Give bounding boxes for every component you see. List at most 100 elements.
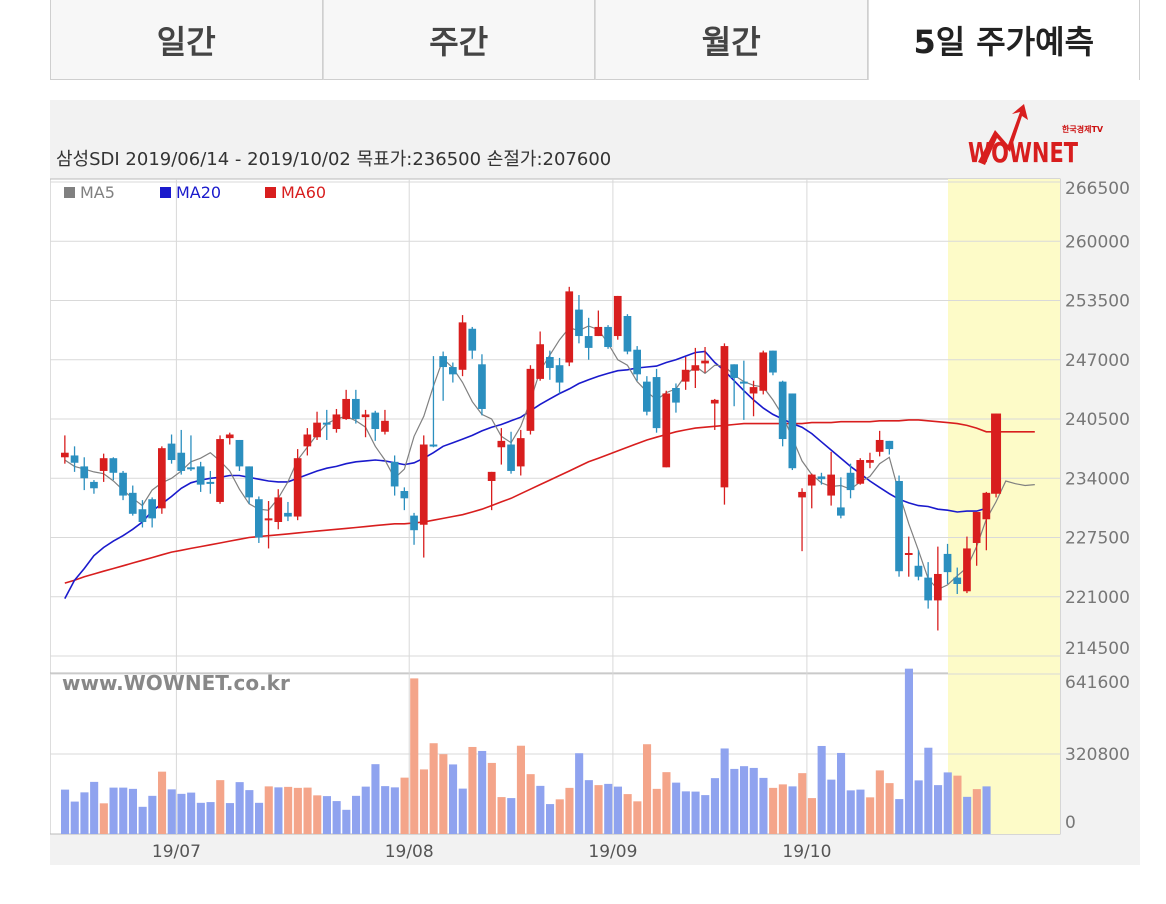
candle-body bbox=[458, 322, 467, 370]
volume-bar bbox=[604, 783, 613, 834]
candle-body bbox=[187, 467, 195, 470]
candle-body bbox=[565, 291, 574, 363]
candle-body bbox=[856, 460, 865, 484]
candle-body bbox=[740, 381, 748, 384]
candle-body bbox=[264, 518, 273, 521]
volume-bar bbox=[846, 790, 855, 834]
candle-body bbox=[710, 399, 719, 404]
volume-bar bbox=[681, 791, 690, 834]
volume-bar bbox=[90, 781, 99, 834]
candle-body bbox=[934, 573, 942, 601]
candle-body bbox=[991, 413, 1002, 494]
candle-body bbox=[769, 350, 777, 373]
candle-body bbox=[866, 460, 874, 463]
volume-bar bbox=[497, 797, 506, 834]
volume-bar bbox=[293, 787, 302, 834]
volume-bar bbox=[788, 786, 797, 834]
volume-bar bbox=[827, 779, 836, 834]
tab-monthly[interactable]: 월간 bbox=[595, 0, 868, 80]
candle-body bbox=[400, 491, 409, 499]
volume-bar bbox=[555, 799, 564, 834]
candle-body bbox=[90, 481, 98, 489]
candle-body bbox=[128, 492, 137, 514]
volume-bar bbox=[565, 787, 574, 834]
volume-bar bbox=[187, 792, 196, 834]
volume-bar bbox=[643, 744, 652, 834]
candle-body bbox=[284, 512, 292, 517]
candle-body bbox=[749, 387, 758, 394]
tab-daily[interactable]: 일간 bbox=[50, 0, 323, 80]
volume-bar bbox=[720, 748, 729, 834]
volume-bar bbox=[225, 803, 234, 834]
volume-bar bbox=[206, 802, 215, 834]
volume-bar bbox=[478, 750, 487, 834]
candle-body bbox=[80, 466, 89, 479]
volume-bar bbox=[740, 766, 749, 834]
volume-bar bbox=[769, 787, 778, 834]
x-tick-label: 19/08 bbox=[385, 842, 434, 862]
candle-body bbox=[342, 398, 350, 419]
volume-bar bbox=[778, 784, 787, 834]
candle-body bbox=[584, 336, 593, 348]
candle-body bbox=[701, 360, 709, 364]
candle-body bbox=[604, 326, 612, 347]
tab-5day-forecast[interactable]: 5일 주가예측 bbox=[867, 0, 1140, 80]
candle-body bbox=[875, 439, 884, 452]
candle-body bbox=[419, 444, 428, 525]
volume-bar bbox=[972, 789, 981, 834]
legend-ma5: MA5 bbox=[80, 183, 115, 202]
volume-bar bbox=[943, 772, 952, 834]
candle-body bbox=[633, 349, 641, 375]
volume-bar bbox=[381, 786, 390, 834]
stock-chart: 266500 260000 253500 247000 240500 234000 2275… bbox=[49, 100, 1140, 865]
candle-body bbox=[885, 440, 894, 450]
candle-body bbox=[274, 497, 283, 523]
volume-bar bbox=[264, 786, 273, 834]
candle-body bbox=[536, 344, 544, 379]
candle-body bbox=[963, 548, 971, 592]
volume-bar bbox=[342, 809, 351, 834]
volume-bar bbox=[332, 801, 341, 834]
candle-body bbox=[371, 412, 380, 430]
logo-arrow-icon bbox=[978, 104, 1028, 165]
volume-bar bbox=[303, 787, 312, 834]
forecast-ma-line bbox=[985, 480, 1035, 520]
candle-body bbox=[468, 328, 477, 351]
volume-bar bbox=[177, 793, 186, 834]
legend-ma20: MA20 bbox=[176, 183, 221, 202]
volume-bar bbox=[817, 745, 826, 834]
logo-text: WOWNET bbox=[968, 136, 1078, 169]
volume-bar bbox=[449, 764, 458, 834]
candle-body bbox=[255, 499, 263, 538]
volume-bar bbox=[672, 782, 681, 834]
candle-body bbox=[449, 367, 457, 375]
candle-body bbox=[206, 481, 215, 484]
volume-bar bbox=[99, 803, 108, 834]
candle-body bbox=[788, 393, 797, 469]
candle-body bbox=[332, 414, 341, 430]
candle-body bbox=[672, 388, 680, 403]
volume-bar bbox=[904, 668, 913, 834]
volume-bar bbox=[536, 785, 545, 834]
chart-legend: MA5 MA20 MA60 bbox=[64, 183, 326, 202]
candle-body bbox=[167, 443, 176, 461]
volume-bar bbox=[352, 795, 361, 834]
volume-bar bbox=[633, 801, 642, 834]
volume-bar bbox=[594, 785, 603, 834]
candle-body bbox=[478, 364, 486, 409]
volume-bar bbox=[914, 780, 923, 834]
candle-body bbox=[487, 471, 496, 481]
candle-body bbox=[982, 492, 991, 520]
volume-bar bbox=[691, 791, 700, 834]
candle-body bbox=[119, 472, 127, 496]
candle-body bbox=[322, 422, 331, 425]
volume-bar bbox=[875, 770, 884, 834]
tab-weekly[interactable]: 주간 bbox=[322, 0, 595, 80]
volume-bar bbox=[284, 786, 293, 834]
price-tick-label: 234000 bbox=[1065, 469, 1130, 489]
volume-bar bbox=[487, 762, 496, 834]
volume-bar bbox=[798, 773, 807, 834]
volume-bar bbox=[652, 788, 661, 834]
volume-bar bbox=[749, 767, 758, 834]
volume-bar bbox=[934, 785, 943, 834]
